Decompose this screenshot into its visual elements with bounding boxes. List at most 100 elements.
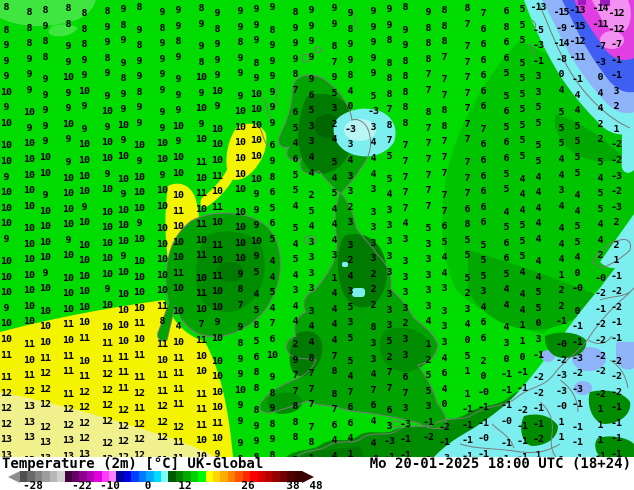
temp-value: -1	[399, 449, 411, 457]
temp-value: 9	[237, 400, 243, 412]
temp-value: 6	[480, 201, 486, 213]
temp-value: 11	[133, 318, 145, 330]
temp-value: 9	[386, 19, 392, 31]
temp-value: 9	[3, 102, 9, 114]
temp-value: -1	[571, 337, 583, 348]
temp-value: 9	[136, 218, 142, 230]
temp-value: 10	[39, 236, 51, 248]
temp-value: 10	[23, 153, 35, 165]
temp-value: 9	[175, 74, 181, 86]
temp-value: 10	[23, 223, 35, 235]
temp-value: 4	[269, 302, 275, 314]
temp-value: 8	[425, 38, 431, 50]
temp-value: 9	[347, 54, 353, 66]
temp-value: 1	[464, 366, 470, 378]
temp-value: 9	[331, 72, 337, 84]
temp-value: 4	[480, 301, 486, 313]
temp-value: 9	[104, 168, 110, 180]
temp-value: 12	[156, 416, 168, 428]
temp-value: -1	[571, 74, 583, 86]
temp-value: 10	[195, 450, 207, 457]
temp-value: 9	[81, 70, 87, 82]
temp-value: 9	[237, 322, 243, 334]
temp-value: 10	[133, 187, 145, 199]
temp-value: 1	[503, 454, 509, 457]
temp-value: -15	[553, 7, 569, 18]
temp-value: 8	[253, 367, 259, 379]
temp-value: 4	[519, 289, 525, 301]
temp-value: 8	[81, 8, 87, 19]
temp-value: 6	[292, 153, 298, 165]
temp-value: 10	[101, 268, 113, 280]
temp-value: 9	[402, 40, 408, 52]
colorbar-segment	[272, 471, 280, 482]
temp-value: 7	[425, 185, 431, 197]
temp-value: 10	[78, 255, 90, 267]
temp-value: 4	[464, 319, 470, 331]
temp-value: 4	[331, 450, 337, 457]
temp-value: 1	[519, 320, 525, 332]
temp-value: 9	[3, 302, 9, 314]
temp-value: -2	[610, 186, 622, 198]
temp-value: 10	[39, 221, 51, 233]
temp-value: 8	[402, 102, 408, 114]
temp-value: 10	[211, 402, 223, 414]
temp-value: 10	[117, 304, 129, 316]
temp-value: 10	[211, 371, 223, 383]
temp-value: 10	[133, 140, 145, 152]
temp-value: 4	[331, 303, 337, 315]
temp-value: 10	[0, 140, 12, 152]
temp-value: 4	[292, 138, 298, 150]
temp-value: 9	[3, 71, 9, 83]
colorbar-segment	[86, 471, 95, 482]
temp-value: 8	[159, 22, 165, 34]
temp-value: 10	[250, 150, 262, 162]
temp-value: 10	[78, 270, 90, 282]
temp-value: -2	[610, 154, 622, 166]
temp-value: 9	[237, 454, 243, 457]
temp-value: 11	[156, 370, 168, 382]
temp-value: 4	[370, 438, 376, 450]
temp-value: 10	[78, 85, 90, 97]
temp-value: 4	[558, 200, 564, 212]
region-warm-yellow-blob	[226, 123, 267, 180]
temp-value: 12	[62, 419, 74, 431]
temp-value: 4	[441, 383, 447, 395]
temp-value: 10	[234, 253, 246, 265]
temp-value: 10	[39, 337, 51, 348]
temp-value: 4	[331, 134, 337, 146]
temp-value: 6	[269, 218, 275, 230]
temp-value: 4	[535, 202, 541, 214]
temp-value: 4	[535, 271, 541, 283]
temp-value: 7	[464, 56, 470, 68]
temp-value: 5	[480, 239, 486, 251]
temp-value: 1	[535, 449, 541, 457]
temp-value: 10	[0, 187, 12, 199]
temp-value: -9	[555, 22, 567, 34]
temp-value: 9	[104, 68, 110, 80]
temp-value: 12	[117, 420, 129, 432]
temp-value: 8	[65, 18, 71, 30]
temp-value: -3	[571, 383, 583, 395]
temp-value: 10	[39, 283, 51, 295]
temp-value: 9	[81, 123, 87, 135]
temp-value: 10	[156, 254, 168, 266]
temp-value: 0	[347, 101, 353, 113]
temp-value: 9	[198, 18, 204, 30]
temp-value: 10	[62, 72, 74, 84]
temp-value: 3	[613, 85, 619, 97]
temp-value: 9	[347, 8, 353, 19]
temp-value: 7	[464, 172, 470, 184]
temp-value: 10	[133, 202, 145, 214]
temp-value: 10	[62, 272, 74, 284]
temp-value: -7	[610, 39, 622, 51]
temp-value: 5	[519, 35, 525, 47]
temp-value: 9	[26, 122, 32, 134]
temp-value: 5	[519, 119, 525, 131]
colorbar-segment	[183, 471, 191, 482]
temp-value: 9	[308, 20, 314, 32]
coastline-orkney-2	[314, 46, 322, 54]
temp-value: 8	[386, 119, 392, 131]
temp-value: 4	[441, 267, 447, 279]
temp-value: -1	[555, 316, 567, 328]
